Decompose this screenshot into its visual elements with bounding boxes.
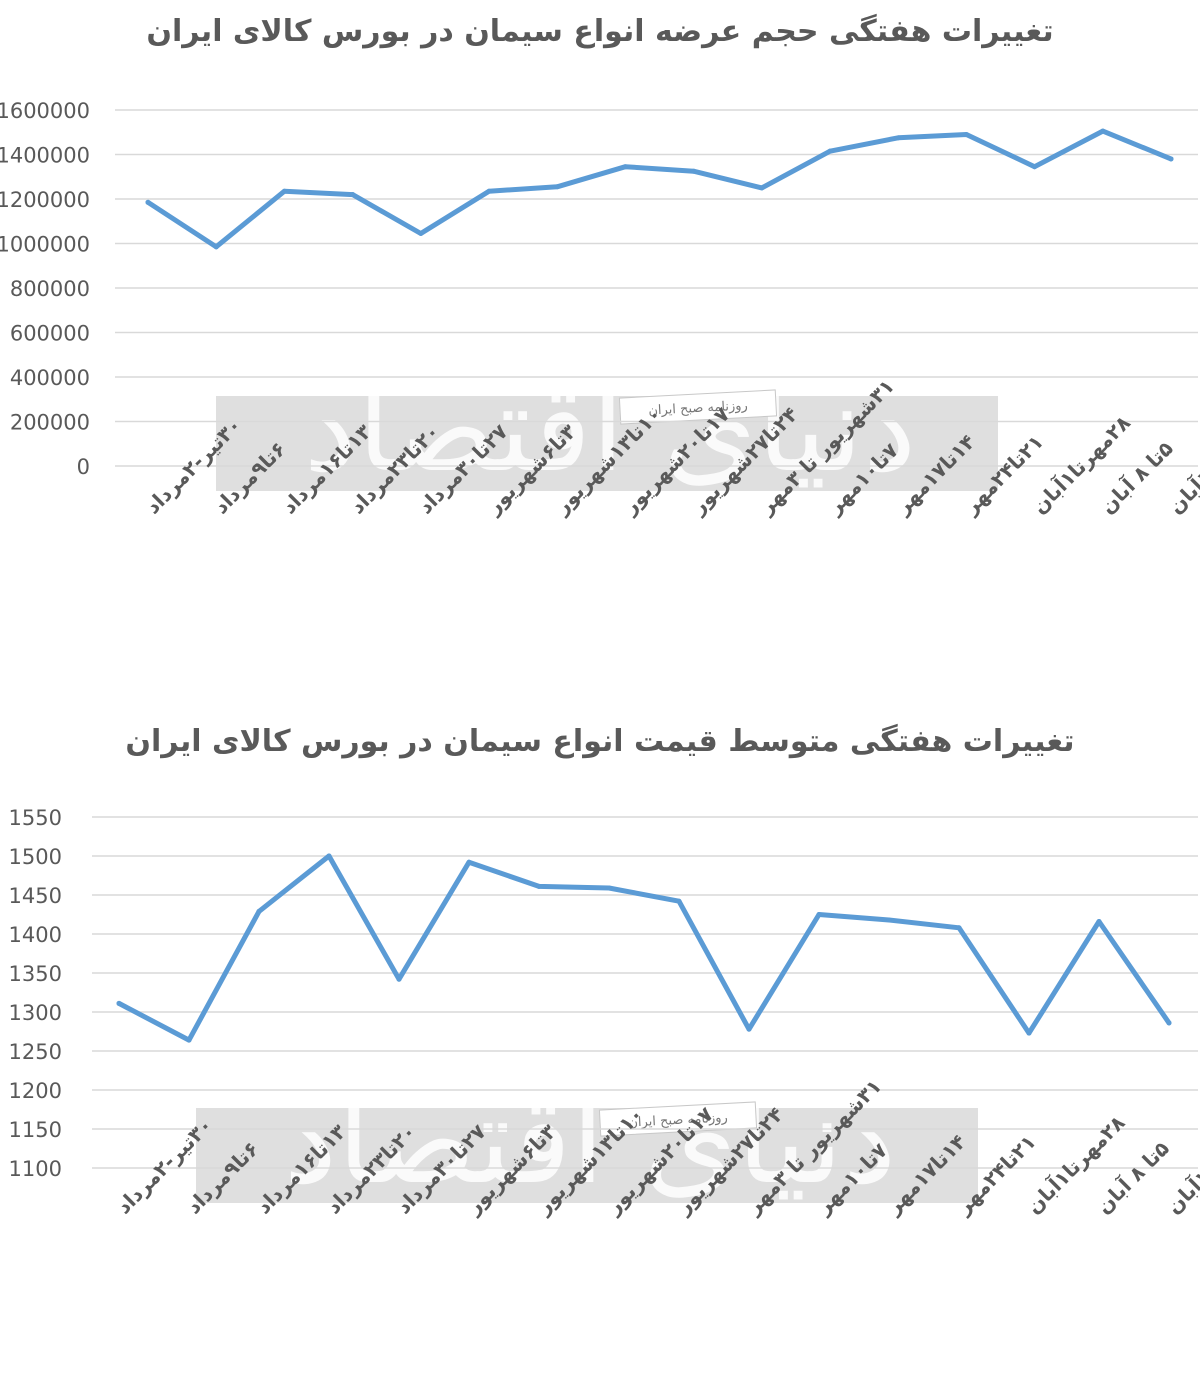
series-layer [116,853,1172,1043]
data-point [350,192,356,198]
y-tick-label: 1400 [9,923,62,947]
y-tick-label: 1450 [9,884,62,908]
series-layer [145,128,1174,250]
y-axis: 0 200000 400000 600000 800000 1000000 1200000 1… [0,99,90,479]
y-tick-label: 1350 [9,962,62,986]
y-tick-label: 400000 [10,366,90,390]
data-point [886,917,892,923]
y-tick-label: 1100 [9,1157,62,1181]
data-point [606,885,612,891]
y-tick-label: 1500 [9,845,62,869]
y-tick-label: 1550 [9,806,62,830]
series-line [116,853,1172,1043]
price-chart: تغییرات هفتگی متوسط قیمت انواع سیمان در … [0,700,1200,1384]
data-point [256,908,262,914]
price-chart-title: تغییرات هفتگی متوسط قیمت انواع سیمان در … [125,724,1075,759]
data-point [536,883,542,889]
watermark-band [196,1108,978,1203]
data-point [281,188,287,194]
data-point [1100,128,1106,134]
data-point [1026,1030,1032,1036]
watermark-tagline-box [598,1101,758,1137]
volume-chart: تغییرات هفتگی حجم عرضه انواع سیمان در بو… [0,0,1200,690]
volume-chart-title: تغییرات هفتگی حجم عرضه انواع سیمان در بو… [146,14,1054,49]
data-point [486,188,492,194]
y-tick-label: 1150 [9,1118,62,1142]
data-point [1096,919,1102,925]
y-tick-label: 1250 [9,1040,62,1064]
data-point [418,230,424,236]
price-chart-plot: دنیای اقتصاد روزنامه صبح ایران 110011501… [9,806,1200,1219]
y-tick-label: 1300 [9,1001,62,1025]
watermark-band [216,396,998,491]
x-tick-label: ۱۲تا۱۵آبان [1161,1128,1200,1218]
data-point [396,976,402,982]
data-point [676,898,682,904]
data-point [827,148,833,154]
data-point [816,912,822,917]
watermark-tagline-box [618,389,778,425]
data-point [1168,156,1174,162]
data-point [759,185,765,191]
data-point [1166,1020,1172,1026]
data-point [956,925,962,931]
x-tick-label: ۱۲تا۱۵آبان [1163,428,1200,518]
data-point [691,168,697,174]
data-point [554,184,560,190]
y-axis: 1100 1150 1200 1250 1300 1350 1400 1450 1500 1550 [9,806,62,1181]
y-tick-label: 1200000 [0,188,90,212]
y-tick-label: 600000 [10,322,90,346]
volume-chart-plot: دنیای اقتصاد روزنامه صبح ایران 0 200000 40… [0,99,1200,519]
watermark: دنیای اقتصاد روزنامه صبح ایران [196,1072,978,1211]
data-point [116,1000,122,1006]
y-tick-label: 200000 [10,411,90,435]
watermark-logo: دنیای اقتصاد [284,1072,897,1211]
data-point [213,244,219,250]
gridlines [115,109,1198,467]
y-tick-label: 800000 [10,277,90,301]
watermark-tagline: روزنامه صبح ایران [628,1110,728,1130]
data-point [895,135,901,141]
watermark-tagline: روزنامه صبح ایران [648,398,748,418]
data-point [622,164,628,170]
data-point [145,199,151,205]
data-point [963,131,969,137]
data-point [326,853,332,859]
watermark: دنیای اقتصاد روزنامه صبح ایران [216,360,998,499]
data-point [186,1037,192,1043]
y-tick-label: 1200 [9,1079,62,1103]
y-tick-label: 0 [77,455,90,479]
y-tick-label: 1600000 [0,99,90,123]
data-point [466,859,472,865]
series-line [145,128,1174,250]
data-point [1032,164,1038,170]
y-tick-label: 1400000 [0,144,90,168]
watermark-logo: دنیای اقتصاد [304,360,917,499]
data-point [746,1026,752,1032]
y-tick-label: 1000000 [0,233,90,257]
